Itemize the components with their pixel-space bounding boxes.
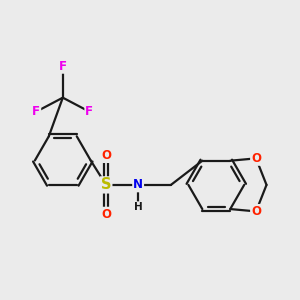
Text: F: F — [85, 105, 93, 118]
Text: O: O — [101, 149, 111, 162]
Text: F: F — [59, 60, 67, 73]
Text: H: H — [134, 202, 142, 212]
Text: O: O — [251, 205, 261, 218]
Text: S: S — [101, 177, 111, 192]
Text: O: O — [251, 152, 261, 165]
Text: O: O — [101, 208, 111, 221]
Text: F: F — [32, 105, 40, 118]
Text: N: N — [133, 178, 143, 191]
